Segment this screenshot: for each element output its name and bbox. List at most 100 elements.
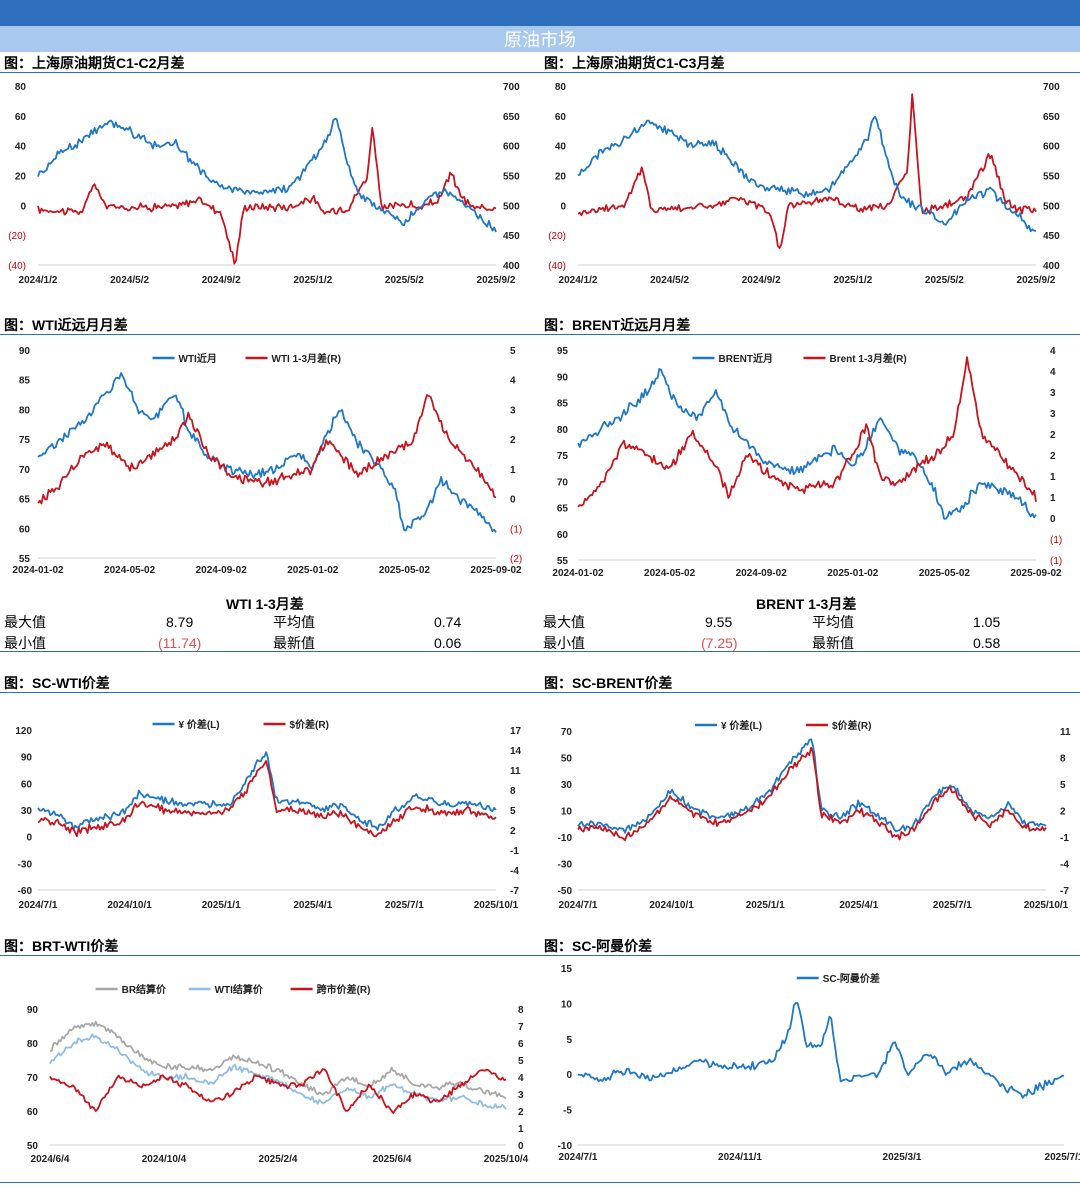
left-axis-tick: 75 <box>557 451 569 462</box>
left-axis-tick: 10 <box>561 999 573 1010</box>
series-line <box>37 127 497 265</box>
right-axis-tick: 650 <box>503 112 520 123</box>
x-axis-label: 2025-05-02 <box>919 568 971 579</box>
right-axis-tick: 600 <box>1043 142 1060 153</box>
left-axis-tick: 65 <box>19 495 31 506</box>
left-axis-tick: 30 <box>561 780 573 791</box>
chart-brtwti: 90 80 70 60 50 8 7 6 5 4 3 2 1 0 2024/6/4 2024/10/4 2025… <box>27 983 529 1165</box>
x-axis-label: 2024/6/4 <box>31 1154 70 1165</box>
x-axis-label: 2024/1/2 <box>19 275 58 286</box>
right-axis-tick: 2 <box>1050 451 1056 462</box>
left-axis-tick: -50 <box>558 886 573 897</box>
right-axis-tick: 5 <box>518 1056 524 1067</box>
left-axis-tick: 70 <box>561 727 573 738</box>
left-axis-tick: 90 <box>557 372 569 383</box>
x-axis-label: 2025/7/1 <box>1045 1152 1080 1163</box>
chart-scwti: 120 90 60 30 0 -30 -60 17 14 11 8 5 2 -1 -4 -7 2024/7/1 2… <box>15 718 522 911</box>
right-axis-tick: 3 <box>1050 409 1056 420</box>
right-axis-tick: 0 <box>1050 514 1056 525</box>
series-line <box>37 760 497 838</box>
right-axis-tick: (2) <box>510 554 522 565</box>
x-axis-label: 2024-09-02 <box>196 565 248 576</box>
series-line <box>37 751 497 831</box>
chart-scbrent: 70 50 30 10 -10 -30 -50 11 8 5 2 -1 -4 -7 2024/7/1 2024… <box>558 719 1071 911</box>
series-line <box>577 356 1037 508</box>
x-axis-label: 2025-09-02 <box>1010 568 1062 579</box>
x-axis-label: 2024/1/2 <box>559 275 598 286</box>
wti-stats-title: WTI 1-3月差 <box>226 596 304 612</box>
right-axis-tick: 5 <box>1060 780 1066 791</box>
brent-stats-title: BRENT 1-3月差 <box>756 596 857 612</box>
left-axis-tick: 85 <box>557 399 569 410</box>
right-axis-tick: 17 <box>510 726 522 737</box>
x-axis-label: 2024/7/1 <box>559 1152 598 1163</box>
right-axis-tick: 550 <box>1043 172 1060 183</box>
x-axis-label: 2025/3/1 <box>883 1152 922 1163</box>
right-axis-tick: 2 <box>1050 430 1056 441</box>
right-axis-tick: 8 <box>518 1005 524 1016</box>
x-axis-label: 2025/6/4 <box>373 1154 412 1165</box>
left-axis-tick: 60 <box>19 524 31 535</box>
right-axis-tick: (1) <box>510 524 522 535</box>
series-line <box>577 1002 1065 1099</box>
left-axis-tick: -30 <box>558 860 573 871</box>
right-axis-tick: 3 <box>510 405 516 416</box>
chart-c1c3: 80 60 40 20 0 (20) (40) 700 650 600 550 500 450 400 20… <box>548 82 1060 286</box>
left-axis-tick: 60 <box>557 530 569 541</box>
legend-label: 跨市价差(R) <box>317 983 371 996</box>
series-line <box>49 1068 507 1114</box>
left-axis-tick: 20 <box>555 172 567 183</box>
legend-label: ¥ 价差(L) <box>179 718 220 731</box>
right-axis-tick: -1 <box>510 846 519 857</box>
x-axis-label: 2025/1/2 <box>833 275 872 286</box>
series-line <box>577 746 1047 842</box>
chart-title-c1c2: 图：上海原油期货C1-C2月差 <box>4 55 185 71</box>
left-axis-tick: (20) <box>8 231 26 242</box>
left-axis-tick: 90 <box>19 346 31 357</box>
series-line <box>577 93 1037 249</box>
right-axis-tick: 2 <box>518 1107 524 1118</box>
left-axis-tick: 90 <box>27 1005 39 1016</box>
x-axis-label: 2024/5/2 <box>110 275 149 286</box>
right-axis-tick: 3 <box>1050 388 1056 399</box>
right-axis-tick: 0 <box>510 495 516 506</box>
left-axis-tick: 10 <box>561 807 573 818</box>
x-axis-label: 2024-01-02 <box>552 568 604 579</box>
right-axis-tick: 3 <box>518 1090 524 1101</box>
legend-label: ¥ 价差(L) <box>721 719 762 732</box>
series-line <box>37 394 497 505</box>
right-axis-tick: 11 <box>1060 727 1071 738</box>
left-axis-tick: 80 <box>555 82 567 93</box>
right-axis-tick: 8 <box>510 786 516 797</box>
wti-avg-label: 平均值 <box>273 614 315 630</box>
left-axis-tick: 75 <box>19 435 31 446</box>
right-axis-tick: (1) <box>1050 535 1062 546</box>
x-axis-label: 2025/9/2 <box>477 275 516 286</box>
wti-latest-label: 最新值 <box>273 635 315 651</box>
right-axis-tick: 8 <box>1060 754 1066 765</box>
right-axis-tick: -4 <box>510 866 519 877</box>
left-axis-tick: 80 <box>27 1039 39 1050</box>
left-axis-tick: 70 <box>19 465 31 476</box>
left-axis-tick: 0 <box>26 833 32 844</box>
right-axis-tick: 600 <box>503 142 520 153</box>
right-axis-tick: 450 <box>1043 231 1060 242</box>
left-axis-tick: 50 <box>561 754 573 765</box>
right-axis-tick: 4 <box>518 1073 524 1084</box>
right-axis-tick: 500 <box>1043 201 1060 212</box>
right-axis-tick: -7 <box>1060 886 1069 897</box>
brent-avg-value: 1.05 <box>973 614 1001 630</box>
left-axis-tick: 30 <box>21 806 33 817</box>
left-axis-tick: 85 <box>19 376 31 387</box>
brent-max-value: 9.55 <box>705 614 733 630</box>
right-axis-tick: 2 <box>510 826 516 837</box>
series-line <box>577 368 1037 520</box>
x-axis-label: 2024/10/1 <box>107 900 152 911</box>
series-line <box>577 115 1037 233</box>
right-axis-tick: 4 <box>1050 346 1056 357</box>
x-axis-label: 2025/1/1 <box>202 900 241 911</box>
brent-latest-value: 0.58 <box>973 635 1001 651</box>
legend-label: BRENT近月 <box>719 352 773 365</box>
right-axis-tick: 1 <box>1050 472 1056 483</box>
right-axis-tick: 1 <box>1050 493 1056 504</box>
